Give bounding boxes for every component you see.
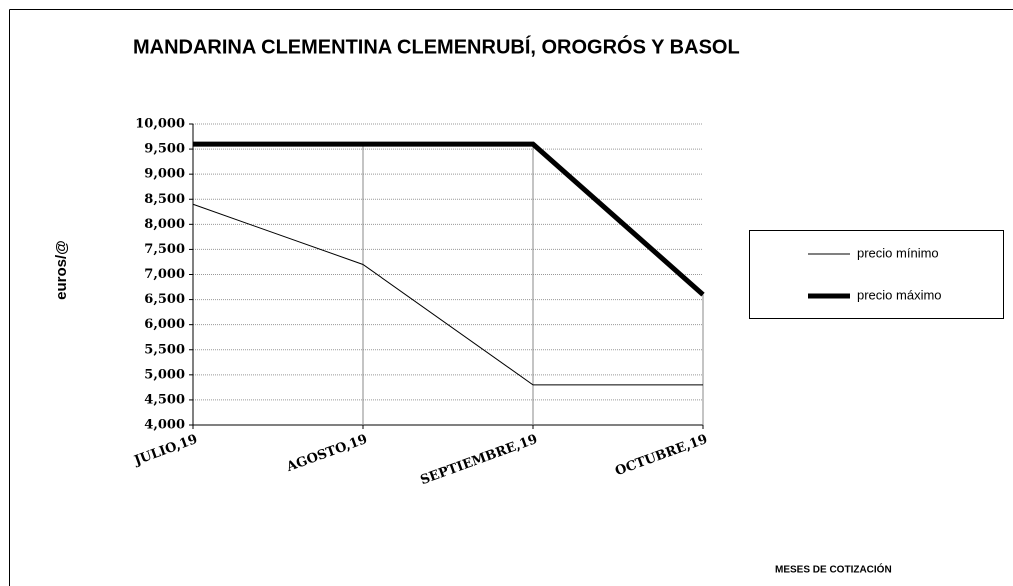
series-line: [192, 203, 703, 386]
x-tick-label: OCTUBRE,19: [613, 432, 709, 479]
x-tick-label: SEPTIEMBRE,19: [418, 432, 539, 488]
x-tick-label: AGOSTO,19: [284, 432, 370, 475]
y-tick-label: 9,500: [144, 142, 185, 157]
legend-box: [749, 230, 1004, 319]
x-axis-title: MESES DE COTIZACIÓN: [775, 563, 892, 576]
y-tick-label: 5,000: [144, 367, 185, 382]
y-tick-label: 6,000: [144, 317, 185, 332]
y-tick-label: 10,000: [135, 117, 185, 132]
y-tick-label: 6,500: [144, 292, 185, 307]
y-axis-title: euros/@: [53, 240, 70, 300]
legend-label: precio mínimo: [857, 245, 939, 260]
chart-title: MANDARINA CLEMENTINA CLEMENRUBÍ, OROGRÓS…: [133, 34, 740, 58]
y-tick-label: 5,500: [144, 342, 185, 357]
series-line: [193, 141, 705, 297]
y-tick-label: 4,000: [144, 418, 185, 433]
y-tick-label: 9,000: [144, 167, 185, 182]
legend-label: precio máximo: [857, 287, 942, 302]
x-tick-label: JULIO,19: [132, 432, 200, 469]
y-tick-label: 4,500: [144, 392, 185, 407]
y-tick-label: 7,500: [144, 242, 185, 257]
y-tick-label: 8,000: [144, 217, 185, 232]
y-tick-label: 7,000: [144, 267, 185, 282]
y-tick-label: 8,500: [144, 192, 185, 207]
